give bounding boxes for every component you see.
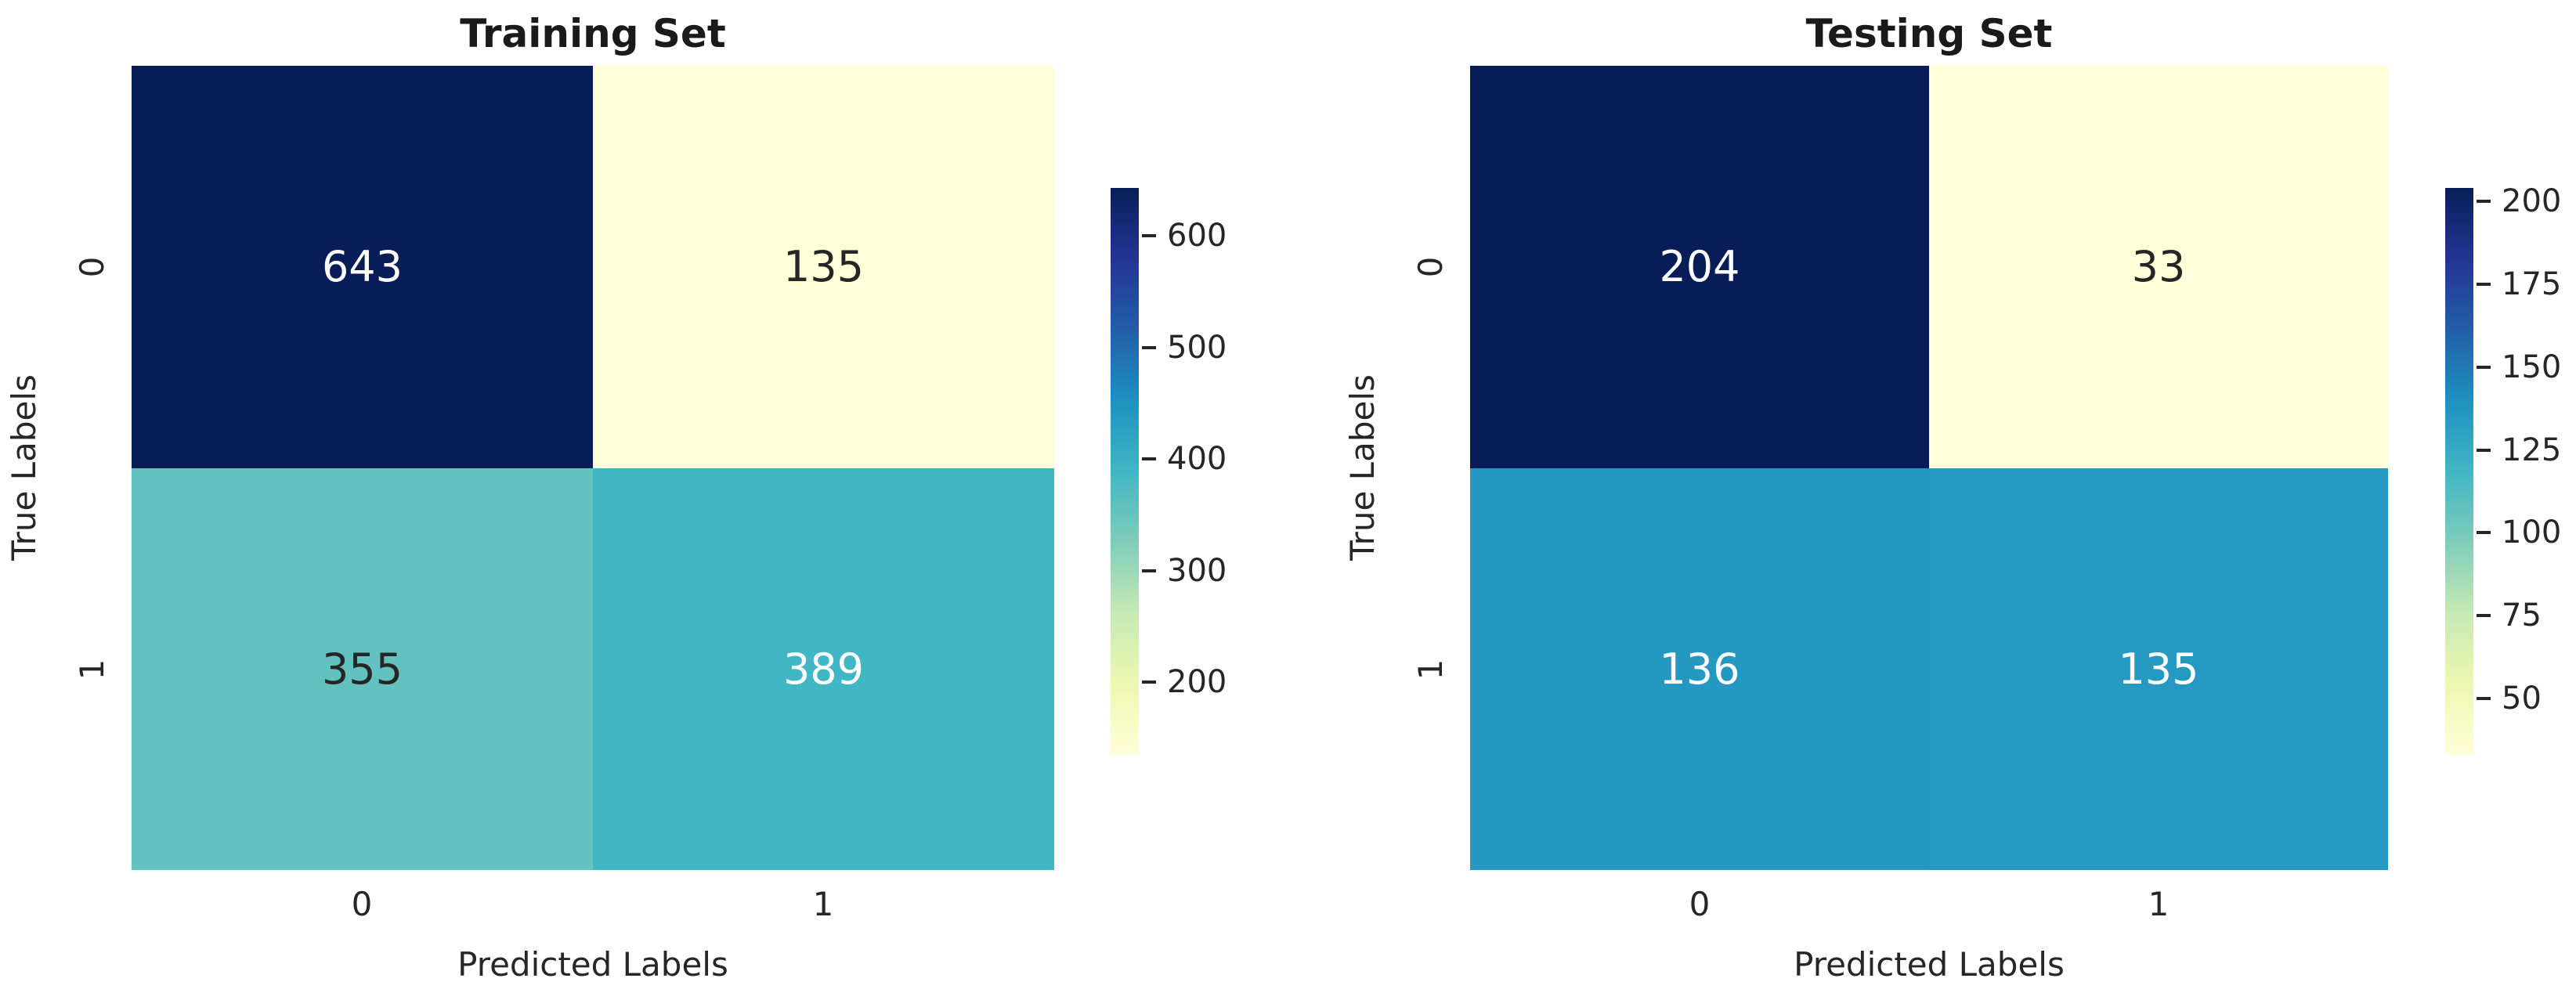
chart-title: Testing Set [1805, 11, 2053, 56]
colorbar [2445, 188, 2473, 755]
confusion-matrix: 204 33 136 135 [1470, 66, 2388, 870]
tick-dash [1142, 457, 1156, 460]
ytick-1: 1 [73, 659, 111, 681]
xlabel: Predicted Labels [1794, 945, 2065, 984]
colorbar-tick-label: 600 [1167, 218, 1227, 254]
xtick-0: 0 [1689, 885, 1711, 923]
ylabel: True Labels [1343, 374, 1382, 561]
tick-dash [1142, 234, 1156, 237]
colorbar-tick-label: 75 [2502, 597, 2542, 634]
cell-true1-pred0: 136 [1470, 468, 1929, 870]
cell-true0-pred0: 204 [1470, 66, 1929, 468]
cell-true0-pred1: 135 [593, 66, 1054, 468]
confusion-matrix: 643 135 355 389 [132, 66, 1054, 870]
cell-true1-pred1: 135 [1929, 468, 2388, 870]
colorbar-tick-label: 100 [2502, 514, 2562, 551]
cell-true1-pred1: 389 [593, 468, 1054, 870]
cell-value: 204 [1659, 242, 1740, 292]
colorbar [1111, 188, 1139, 755]
tick-dash [2477, 614, 2491, 617]
tick-dash [2477, 449, 2491, 452]
tick-dash [1142, 346, 1156, 349]
colorbar-tick-label: 50 [2502, 681, 2542, 717]
tick-dash [2477, 283, 2491, 286]
tick-dash [2477, 697, 2491, 700]
ylabel: True Labels [5, 374, 43, 561]
cell-true0-pred0: 643 [132, 66, 593, 468]
colorbar-tick-label: 150 [2502, 349, 2562, 385]
cell-value: 135 [782, 242, 865, 292]
cell-true0-pred1: 33 [1929, 66, 2388, 468]
colorbar-tick-label: 300 [1167, 553, 1227, 589]
tick-dash [1142, 569, 1156, 572]
colorbar-tick-label: 500 [1167, 330, 1227, 366]
cell-value: 33 [2131, 242, 2186, 292]
cell-value: 643 [321, 242, 403, 292]
xlabel: Predicted Labels [457, 945, 728, 984]
cell-true1-pred0: 355 [132, 468, 593, 870]
ytick-0: 0 [1411, 256, 1450, 278]
colorbar-tick-label: 400 [1167, 441, 1227, 477]
ytick-1: 1 [1411, 659, 1450, 681]
xtick-1: 1 [812, 885, 834, 923]
colorbar-tick-label: 200 [1167, 664, 1227, 700]
xtick-1: 1 [2148, 885, 2170, 923]
tick-dash [2477, 200, 2491, 203]
xtick-0: 0 [351, 885, 373, 923]
cell-value: 135 [2118, 644, 2199, 694]
colorbar-tick-label: 125 [2502, 432, 2562, 468]
tick-dash [2477, 366, 2491, 369]
tick-dash [1142, 681, 1156, 684]
tick-dash [2477, 531, 2491, 534]
ytick-0: 0 [73, 256, 111, 278]
colorbar-tick-label: 175 [2502, 266, 2562, 302]
cell-value: 355 [321, 644, 403, 694]
cell-value: 136 [1659, 644, 1740, 694]
cell-value: 389 [782, 644, 865, 694]
chart-title: Training Set [460, 11, 726, 56]
colorbar-tick-label: 200 [2502, 183, 2562, 219]
